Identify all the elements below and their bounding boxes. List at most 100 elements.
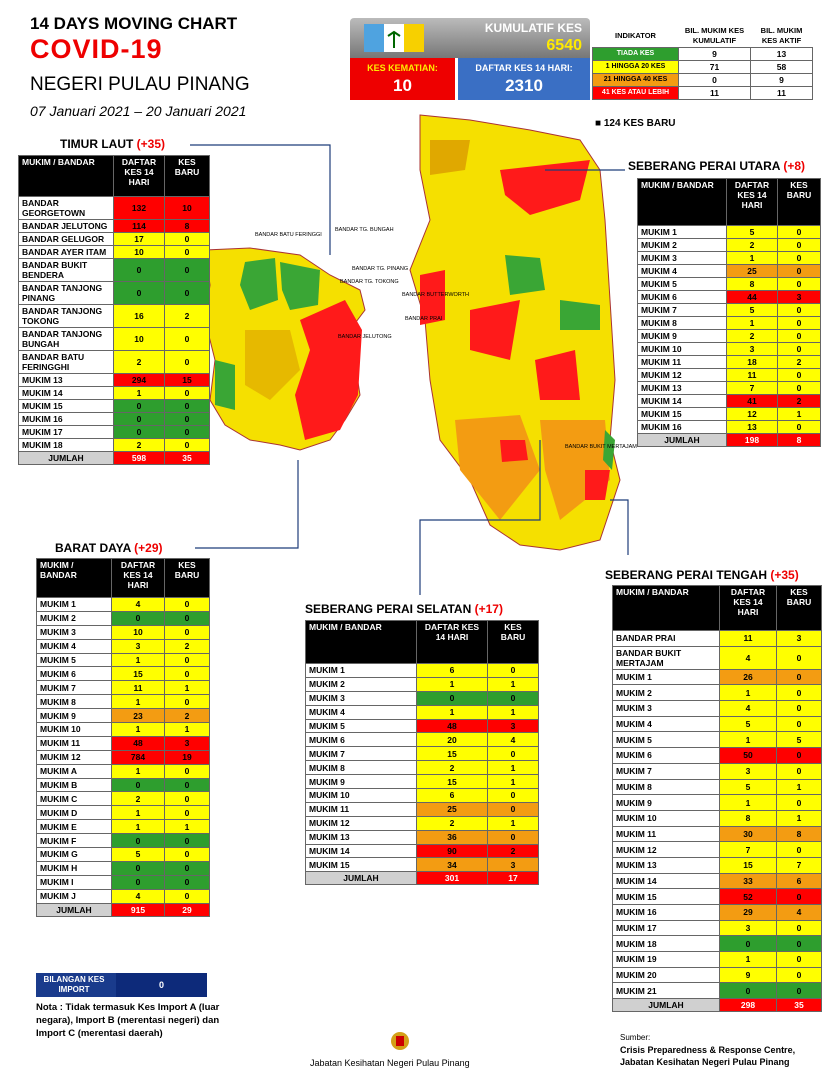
row-name: MUKIM E [36, 819, 112, 835]
row-baru: 0 [777, 277, 821, 291]
daftar-box: DAFTAR KES 14 HARI: 2310 [458, 58, 590, 100]
row-daftar: 1 [111, 652, 165, 668]
indicator-header: INDIKATOR BIL. MUKIM KES KUMULATIF BIL. MU… [592, 25, 813, 48]
data-row: MUKIM 12 784 19 [36, 749, 210, 765]
row-daftar: 294 [113, 373, 165, 387]
row-daftar: 2 [111, 791, 165, 807]
row-daftar: 7 [726, 381, 778, 395]
data-row: MUKIM 18 0 0 [612, 935, 822, 953]
total-baru: 8 [777, 433, 821, 447]
row-baru: 0 [776, 762, 822, 780]
district-grid: MUKIM / BANDAR DAFTAR KES 14 HARI KES BARU… [305, 620, 539, 886]
island [204, 247, 366, 451]
row-name: MUKIM 16 [637, 420, 727, 434]
row-daftar: 50 [719, 747, 777, 764]
row-daftar: 0 [111, 610, 165, 626]
row-baru: 0 [777, 381, 821, 395]
row-daftar: 8 [726, 277, 778, 291]
row-baru: 0 [487, 801, 539, 817]
row-baru: 0 [777, 251, 821, 265]
row-daftar: 4 [719, 700, 777, 717]
data-row: MUKIM 17 0 0 [18, 425, 210, 439]
row-baru: 1 [487, 676, 539, 692]
data-row: MUKIM 5 48 3 [305, 718, 539, 734]
data-row: MUKIM 18 2 0 [18, 438, 210, 452]
row-daftar: 2 [113, 350, 165, 374]
row-daftar: 0 [113, 258, 165, 282]
row-baru: 1 [777, 407, 821, 421]
row-baru: 3 [777, 290, 821, 304]
daftar-label: DAFTAR KES 14 HARI: [475, 63, 573, 73]
row-baru: 0 [777, 368, 821, 382]
data-row: MUKIM 6 15 0 [36, 666, 210, 682]
row-baru: 0 [487, 788, 539, 803]
row-name: BANDAR BUKIT MERTAJAM [612, 645, 720, 670]
indicator-kumulatif: 11 [678, 86, 751, 100]
row-baru: 0 [777, 238, 821, 252]
row-name: MUKIM 2 [36, 610, 112, 626]
row-daftar: 25 [726, 264, 778, 278]
row-daftar: 10 [111, 624, 165, 640]
row-name: MUKIM 8 [637, 316, 727, 330]
row-daftar: 1 [111, 694, 165, 710]
row-baru: 15 [164, 373, 210, 387]
row-name: BANDAR TANJONG PINANG [18, 281, 114, 305]
row-name: BANDAR BATU FERINGGHI [18, 350, 114, 374]
row-name: MUKIM D [36, 805, 112, 821]
row-name: MUKIM 16 [612, 904, 720, 921]
header-row: MUKIM / BANDAR DAFTAR KES 14 HARI KES BARU [612, 585, 822, 631]
row-name: MUKIM 8 [305, 760, 417, 776]
row-name: MUKIM 14 [637, 394, 727, 408]
data-row: MUKIM 12 2 1 [305, 815, 539, 831]
data-row: BANDAR GEORGETOWN 132 10 [18, 196, 210, 220]
row-name: MUKIM 12 [612, 841, 720, 858]
row-daftar: 17 [113, 232, 165, 246]
row-baru: 0 [164, 763, 210, 779]
flag [364, 24, 424, 52]
row-name: MUKIM 6 [637, 290, 727, 304]
header-cell: DAFTAR KES 14 HARI [416, 620, 488, 664]
row-baru: 1 [776, 809, 822, 827]
header-row: MUKIM / BANDAR DAFTAR KES 14 HARI KES BARU [36, 558, 210, 598]
row-baru: 3 [487, 718, 539, 734]
row-daftar: 8 [719, 809, 777, 827]
row-daftar: 4 [719, 645, 777, 670]
row-baru: 0 [164, 624, 210, 640]
row-name: MUKIM 6 [305, 732, 417, 748]
row-name: BANDAR GEORGETOWN [18, 196, 114, 220]
data-row: MUKIM 14 90 2 [305, 843, 539, 859]
row-baru: 0 [776, 794, 822, 811]
indicator-row: 1 HINGGA 20 KES 71 58 [592, 60, 813, 74]
row-daftar: 15 [416, 746, 488, 762]
data-row: MUKIM 12 11 0 [637, 368, 821, 382]
row-baru: 1 [164, 680, 210, 696]
mainland [409, 114, 621, 551]
row-name: MUKIM 20 [612, 966, 720, 984]
row-daftar: 1 [111, 819, 165, 835]
row-baru: 0 [777, 342, 821, 356]
row-name: MUKIM 10 [36, 722, 112, 737]
data-row: MUKIM 14 33 6 [612, 872, 822, 890]
row-daftar: 3 [719, 919, 777, 937]
data-row: BANDAR GELUGOR 17 0 [18, 232, 210, 246]
map-label: BANDAR TG. TOKONG [340, 279, 399, 285]
row-daftar: 5 [726, 225, 778, 239]
header-cell: KES BARU [776, 585, 822, 631]
row-baru: 0 [487, 663, 539, 678]
row-baru: 1 [776, 778, 822, 796]
header-cell: MUKIM / BANDAR [637, 178, 727, 226]
row-name: MUKIM 18 [612, 935, 720, 953]
row-name: MUKIM 11 [637, 355, 727, 369]
row-daftar: 30 [719, 825, 777, 843]
indicator-aktif: 11 [750, 86, 813, 100]
row-baru: 2 [777, 355, 821, 369]
data-row: MUKIM 7 11 1 [36, 680, 210, 696]
